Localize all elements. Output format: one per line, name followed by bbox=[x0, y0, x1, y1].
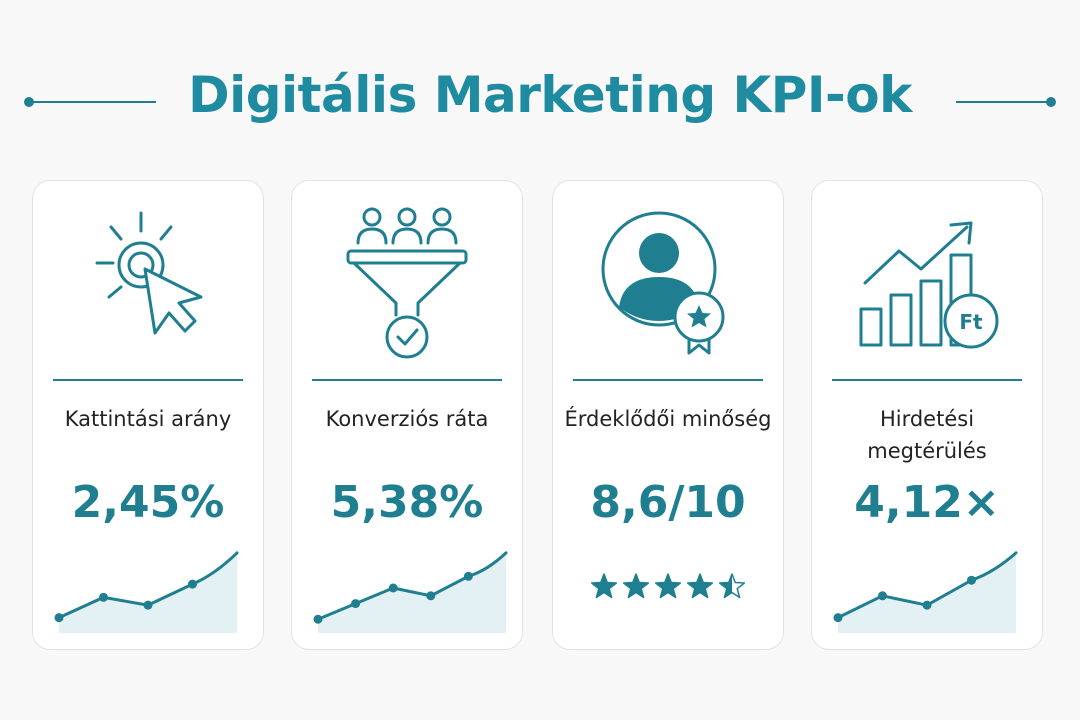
sparkline-point bbox=[351, 599, 361, 609]
kpi-sparkline bbox=[54, 551, 239, 633]
sparkline-point bbox=[878, 591, 887, 601]
kpi-value: 8,6/10 bbox=[590, 477, 746, 528]
sparkline-point bbox=[833, 613, 843, 623]
sparkline-point bbox=[388, 583, 398, 593]
sparkline-point bbox=[99, 592, 108, 602]
kpi-card-click-rate: Kattintási arány 2,45% bbox=[32, 180, 264, 650]
kpi-label: Hirdetési megtérülés bbox=[867, 407, 987, 463]
currency-badge: Ft bbox=[959, 310, 983, 334]
kpi-value: 4,12× bbox=[854, 477, 1000, 528]
card-divider bbox=[832, 379, 1022, 381]
card-divider bbox=[573, 379, 763, 381]
header-line-left bbox=[28, 101, 156, 103]
header: Digitális Marketing KPI-ok bbox=[0, 58, 1080, 138]
user-award-icon bbox=[553, 203, 783, 363]
kpi-label: Kattintási arány bbox=[64, 407, 232, 431]
sparkline-point bbox=[463, 571, 473, 581]
sparkline-point bbox=[922, 600, 932, 610]
kpi-label: Konverziós ráta bbox=[325, 407, 489, 431]
sparkline-point bbox=[426, 591, 436, 601]
kpi-card-lead-quality: Érdeklődői minőség 8,6/10 bbox=[552, 180, 784, 650]
star-icon bbox=[654, 573, 682, 599]
kpi-card-conversion-rate: Konverziós ráta 5,38% bbox=[291, 180, 523, 650]
kpi-value: 2,45% bbox=[71, 477, 225, 528]
star-rating bbox=[553, 571, 783, 607]
sparkline-area bbox=[838, 552, 1016, 633]
header-line-right bbox=[956, 101, 1052, 103]
kpi-label: Érdeklődői minőség bbox=[564, 407, 772, 431]
sparkline-point bbox=[967, 575, 976, 585]
page-title: Digitális Marketing KPI-ok bbox=[188, 66, 912, 124]
header-dot-right bbox=[1046, 97, 1056, 107]
kpi-value: 5,38% bbox=[330, 477, 484, 528]
card-divider bbox=[53, 379, 243, 381]
star-icon bbox=[686, 573, 714, 599]
card-divider bbox=[312, 379, 502, 381]
kpi-sparkline bbox=[833, 551, 1018, 633]
star-rating-graphic bbox=[590, 573, 746, 599]
bar-growth-currency-icon: Ft bbox=[812, 203, 1042, 363]
star-icon bbox=[622, 573, 650, 599]
star-icon bbox=[718, 573, 746, 599]
sparkline-point bbox=[313, 614, 323, 624]
kpi-card-ad-roi: Ft Hirdetési megtérülés 4,12× bbox=[811, 180, 1043, 650]
star-icon bbox=[590, 573, 618, 599]
conversion-funnel-icon bbox=[292, 203, 522, 363]
sparkline-area bbox=[59, 552, 237, 633]
sparkline-point bbox=[143, 600, 153, 610]
cursor-click-icon bbox=[33, 203, 263, 363]
sparkline-point bbox=[188, 579, 197, 589]
sparkline-point bbox=[54, 613, 64, 623]
kpi-sparkline bbox=[313, 551, 508, 633]
